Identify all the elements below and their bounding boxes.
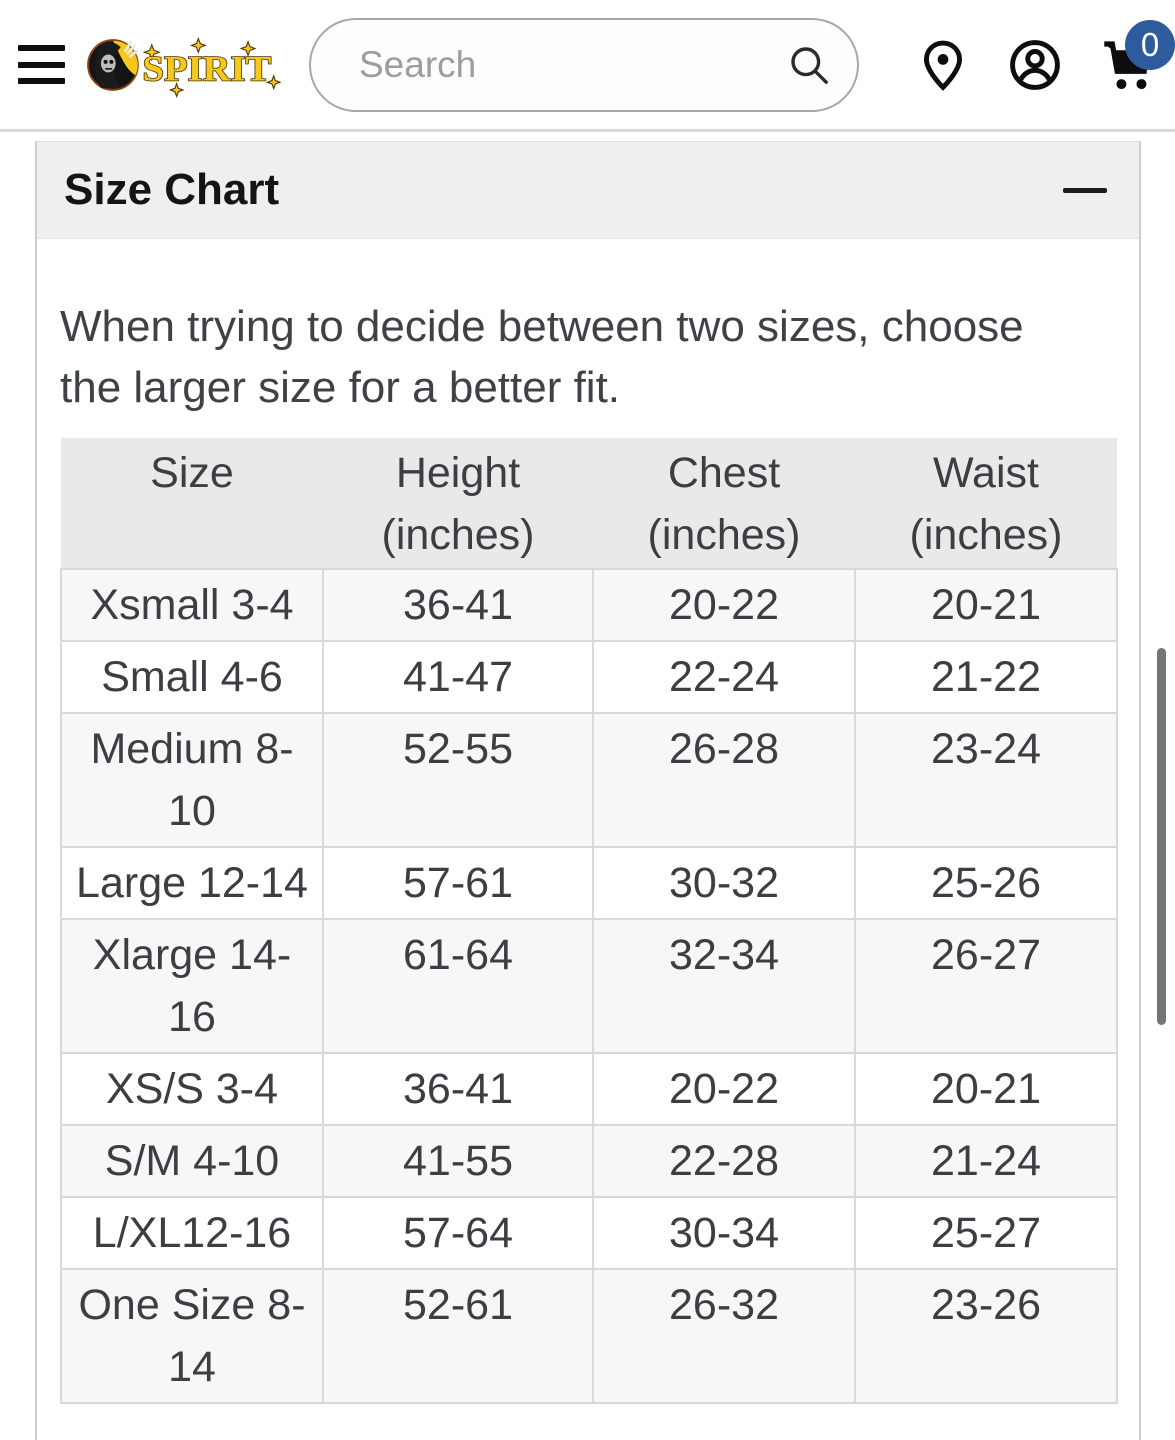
hamburger-bar bbox=[18, 61, 65, 68]
search-bar bbox=[309, 17, 859, 112]
column-header-size: Size bbox=[61, 438, 323, 569]
table-row: Large 12-14 57-61 30-32 25-26 bbox=[60, 846, 1118, 920]
cell-chest: 22-24 bbox=[592, 640, 856, 714]
cell-height: 36-41 bbox=[322, 568, 594, 642]
cell-size: Xlarge 14-16 bbox=[60, 918, 324, 1054]
cell-chest: 20-22 bbox=[592, 568, 856, 642]
cell-height: 57-61 bbox=[322, 846, 594, 920]
table-row: L/XL12-16 57-64 30-34 25-27 bbox=[60, 1196, 1118, 1270]
cell-waist: 20-21 bbox=[854, 568, 1118, 642]
table-body: Xsmall 3-4 36-41 20-22 20-21 Small 4-6 4… bbox=[60, 568, 1118, 1404]
table-row: Small 4-6 41-47 22-24 21-22 bbox=[60, 640, 1118, 714]
column-label: Height bbox=[395, 449, 521, 497]
account-icon[interactable] bbox=[1007, 37, 1063, 93]
column-sublabel: (inches) bbox=[381, 511, 535, 559]
spirit-logo-graphic: SPIRIT bbox=[87, 36, 282, 98]
cell-waist: 21-24 bbox=[854, 1124, 1118, 1198]
cell-height: 61-64 bbox=[322, 918, 594, 1054]
hamburger-menu-icon[interactable] bbox=[18, 45, 65, 84]
cell-waist: 23-26 bbox=[854, 1268, 1118, 1404]
table-head: Size Height (inches) Chest (inches) W bbox=[61, 438, 1117, 569]
cell-waist: 26-27 bbox=[854, 918, 1118, 1054]
account-icon-glyph bbox=[1010, 39, 1060, 90]
header-divider bbox=[0, 129, 1175, 132]
size-chart-header[interactable]: Size Chart bbox=[37, 142, 1139, 239]
cell-size: XS/S 3-4 bbox=[60, 1052, 324, 1126]
location-pin-icon[interactable] bbox=[915, 37, 971, 93]
cell-chest: 26-28 bbox=[592, 712, 856, 848]
cell-chest: 32-34 bbox=[592, 918, 856, 1054]
search-input[interactable] bbox=[309, 17, 859, 112]
column-header-height: Height (inches) bbox=[323, 438, 593, 569]
cell-height: 41-47 bbox=[322, 640, 594, 714]
spirit-logo-text: SPIRIT bbox=[142, 48, 271, 88]
size-chart-table: Size Height (inches) Chest (inches) W bbox=[60, 438, 1118, 1404]
table-header-row: Size Height (inches) Chest (inches) W bbox=[61, 438, 1117, 569]
column-sublabel: (inches) bbox=[647, 511, 801, 559]
app-header: SPIRIT bbox=[0, 0, 1175, 129]
column-header-waist: Waist (inches) bbox=[855, 438, 1117, 569]
cell-size: S/M 4-10 bbox=[60, 1124, 324, 1198]
hamburger-bar bbox=[18, 78, 65, 84]
spirit-logo[interactable]: SPIRIT bbox=[85, 28, 283, 102]
cell-height: 57-64 bbox=[322, 1196, 594, 1270]
cell-height: 52-55 bbox=[322, 712, 594, 848]
size-chart-description: When trying to decide between two sizes,… bbox=[60, 302, 1024, 412]
column-sublabel: (inches) bbox=[909, 511, 1063, 559]
minus-icon[interactable] bbox=[1063, 187, 1107, 193]
cart-count-badge: 0 bbox=[1125, 19, 1175, 70]
cell-height: 41-55 bbox=[322, 1124, 594, 1198]
cell-chest: 30-34 bbox=[592, 1196, 856, 1270]
table-row: Xsmall 3-4 36-41 20-22 20-21 bbox=[60, 568, 1118, 642]
cell-waist: 25-26 bbox=[854, 846, 1118, 920]
column-header-chest: Chest (inches) bbox=[593, 438, 855, 569]
cell-size: One Size 8-14 bbox=[60, 1268, 324, 1404]
size-chart-title: Size Chart bbox=[64, 165, 280, 214]
location-pin-glyph bbox=[923, 40, 963, 91]
cell-chest: 30-32 bbox=[592, 846, 856, 920]
column-label: Waist bbox=[933, 449, 1039, 497]
cell-chest: 22-28 bbox=[592, 1124, 856, 1198]
table-row: Medium 8-10 52-55 26-28 23-24 bbox=[60, 712, 1118, 848]
size-chart-body: When trying to decide between two sizes,… bbox=[37, 296, 1139, 1404]
cell-waist: 20-21 bbox=[854, 1052, 1118, 1126]
table-row: XS/S 3-4 36-41 20-22 20-21 bbox=[60, 1052, 1118, 1126]
cell-chest: 26-32 bbox=[592, 1268, 856, 1404]
cart-icon[interactable]: 0 bbox=[1099, 19, 1175, 94]
cell-chest: 20-22 bbox=[592, 1052, 856, 1126]
scrollbar-thumb[interactable] bbox=[1157, 648, 1166, 1025]
cell-size: Medium 8-10 bbox=[60, 712, 324, 848]
column-label: Chest bbox=[667, 449, 781, 497]
table-row: Xlarge 14-16 61-64 32-34 26-27 bbox=[60, 918, 1118, 1054]
cell-size: L/XL12-16 bbox=[60, 1196, 324, 1270]
cell-size: Small 4-6 bbox=[60, 640, 324, 714]
column-label: Size bbox=[150, 449, 234, 497]
cell-height: 52-61 bbox=[322, 1268, 594, 1404]
cell-height: 36-41 bbox=[322, 1052, 594, 1126]
cell-waist: 21-22 bbox=[854, 640, 1118, 714]
table-row: One Size 8-14 52-61 26-32 23-26 bbox=[60, 1268, 1118, 1404]
hamburger-bar bbox=[18, 45, 65, 51]
cell-waist: 25-27 bbox=[854, 1196, 1118, 1270]
search-icon[interactable] bbox=[785, 41, 833, 89]
search-icon-glyph bbox=[791, 46, 828, 84]
cell-size: Large 12-14 bbox=[60, 846, 324, 920]
table-row: S/M 4-10 41-55 22-28 21-24 bbox=[60, 1124, 1118, 1198]
size-chart-panel: Size Chart When trying to decide between… bbox=[35, 141, 1141, 1440]
cell-size: Xsmall 3-4 bbox=[60, 568, 324, 642]
cell-waist: 23-24 bbox=[854, 712, 1118, 848]
header-icons: 0 bbox=[915, 19, 1175, 94]
